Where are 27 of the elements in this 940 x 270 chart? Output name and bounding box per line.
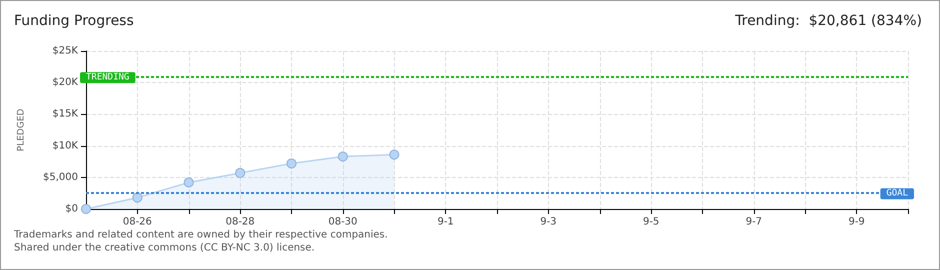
y-tick-label: $20K (52, 77, 78, 88)
ref-line-label: GOAL (886, 188, 908, 199)
y-tick-label: $25K (52, 46, 78, 56)
point (132, 192, 142, 203)
y-tick-label: $10K (52, 140, 78, 152)
x-tick-label: 9-1 (437, 216, 454, 228)
point (235, 168, 246, 178)
point (184, 177, 194, 188)
x-tick-label: 08-30 (328, 216, 358, 228)
point (338, 152, 348, 162)
point (286, 158, 296, 168)
text: Trending: $20,861 (834%) (734, 13, 922, 29)
x-tick-label: 9-5 (642, 216, 660, 228)
point (389, 150, 400, 160)
ref-line-label: TRENDING (86, 72, 130, 83)
x-tick-label: 9-7 (746, 216, 762, 228)
x-tick-label: 08-26 (122, 216, 152, 228)
y-axis-title: PLEDGED (16, 108, 26, 152)
y-tick-label: $5,000 (43, 172, 78, 183)
x-tick-label: 08-28 (226, 216, 255, 228)
y-tick-label: $15K (52, 108, 78, 120)
y-tick-label: $0 (65, 204, 78, 214)
chart-title: Funding Progress (14, 13, 134, 29)
x-tick-label: 9-3 (540, 216, 557, 228)
text: Trademarks and related content are owned by their respective companies. (13, 230, 388, 240)
x-tick-label: 9-9 (848, 216, 865, 228)
text: Shared under the creative commons (CC BY-NC 3.0) license. (14, 242, 315, 254)
